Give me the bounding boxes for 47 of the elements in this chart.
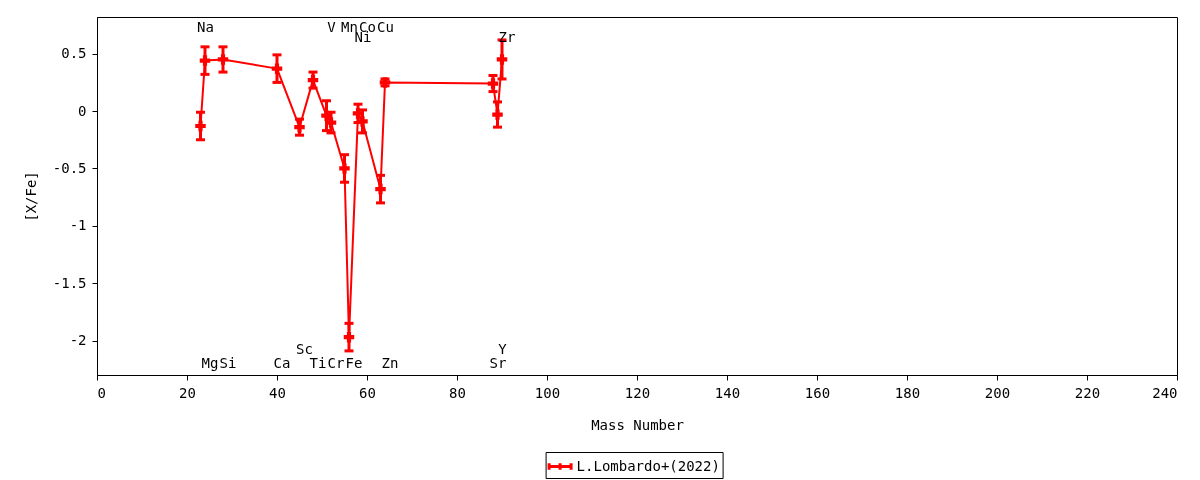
y-tick-label: -2 — [69, 332, 87, 349]
annotation: Si — [219, 355, 237, 371]
point — [199, 55, 211, 66]
y-tick-label: -0.5 — [52, 159, 87, 176]
point — [307, 74, 319, 86]
y-axis-title: [X/Fe] — [22, 171, 39, 222]
point — [271, 63, 283, 74]
point — [343, 331, 355, 343]
point — [492, 109, 503, 120]
x-tick-label: 140 — [714, 384, 741, 401]
x-tick-label: 80 — [449, 384, 466, 401]
point — [339, 163, 350, 174]
legend-label: L.Lombardo+(2022) — [576, 457, 720, 474]
x-tick-label: 180 — [894, 384, 921, 401]
x-tick-label: 60 — [359, 384, 376, 401]
x-tick-label: 40 — [269, 384, 286, 401]
annotation: Na — [197, 19, 214, 35]
annotation: V — [327, 19, 337, 35]
x-tick-label: 160 — [804, 384, 831, 401]
annotation: Sc — [296, 341, 313, 357]
x-tick-label: 100 — [534, 384, 561, 401]
annotation: Ca — [273, 355, 291, 371]
x-tick-label: 120 — [624, 384, 651, 401]
annotation: Zn — [381, 355, 399, 371]
point — [294, 121, 305, 133]
x-axis-title: Mass Number — [591, 416, 684, 433]
annotation: Mg — [201, 355, 219, 371]
y-tick-label: -1 — [69, 217, 87, 234]
x-tick-label: 0 — [97, 384, 106, 401]
point — [375, 183, 386, 195]
point — [217, 54, 229, 65]
annotation: Sr — [489, 355, 507, 371]
x-tick-label: 220 — [1074, 384, 1101, 401]
point — [496, 54, 508, 65]
y-tick-label: 0.5 — [61, 45, 87, 62]
annotation: Cr — [327, 355, 345, 371]
x-tick-label: 20 — [179, 384, 196, 401]
annotation: Cu — [377, 19, 394, 35]
point — [195, 120, 206, 132]
x-tick-label: 240 — [1152, 384, 1178, 401]
annotation: Fe — [345, 355, 363, 371]
x-tick-label: 200 — [984, 384, 1011, 401]
annotation: Y — [498, 341, 508, 357]
y-tick-label: -1.5 — [52, 274, 87, 291]
annotation: Zr — [498, 29, 516, 45]
y-tick-label: 0 — [78, 102, 87, 119]
annotation: Ti — [309, 355, 327, 371]
